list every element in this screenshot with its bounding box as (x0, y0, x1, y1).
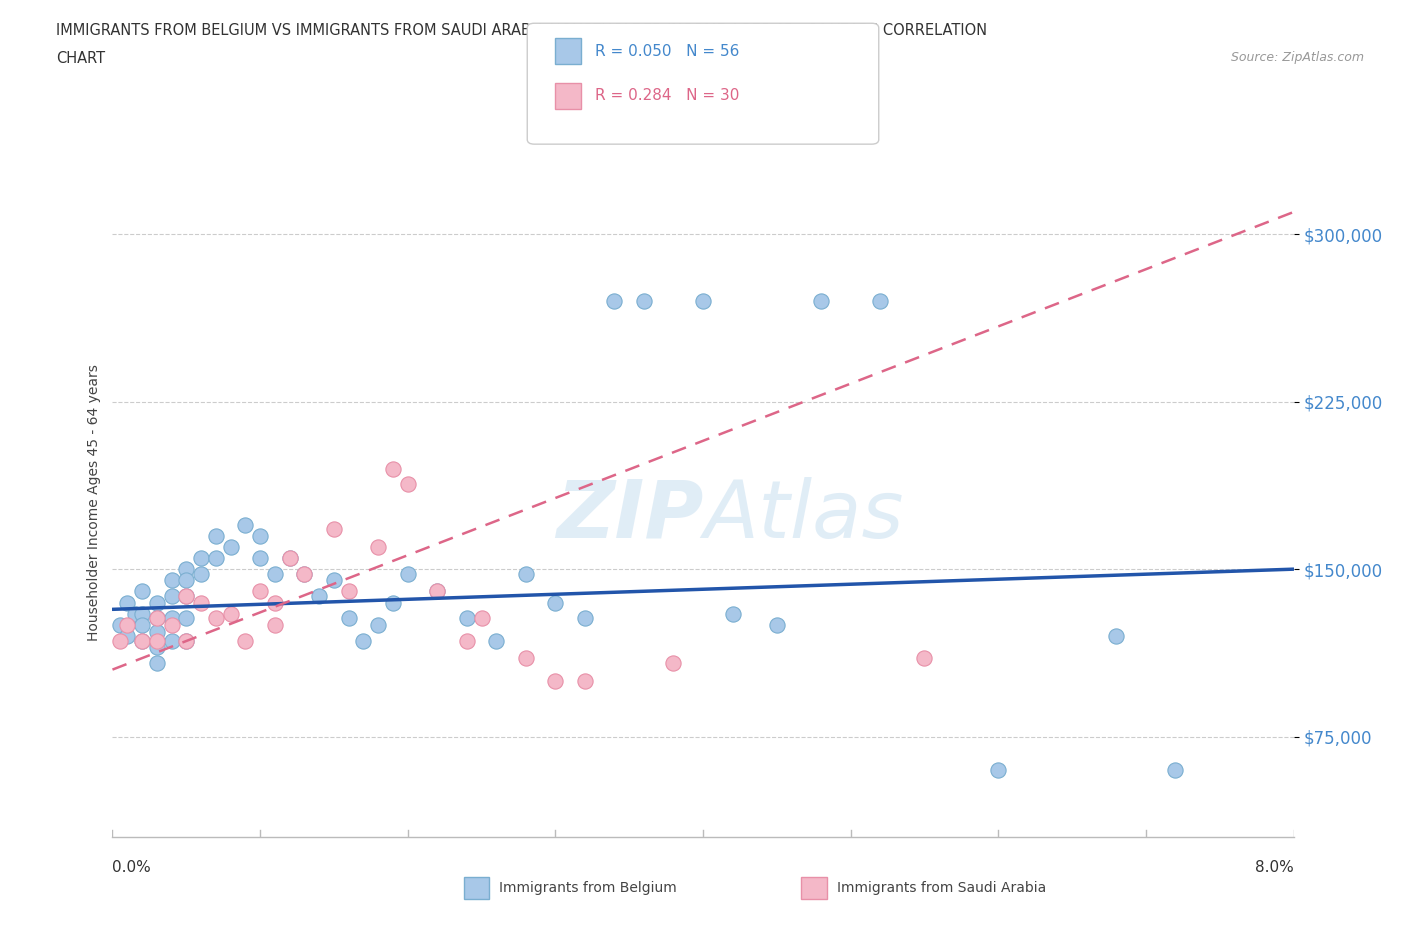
Point (160, 618, 183, 632)
Point (160, 573, 183, 588)
Point (485, 633, 508, 648)
Point (544, 595, 567, 610)
Point (205, 551, 228, 565)
Point (633, 294, 655, 309)
Text: R = 0.284   N = 30: R = 0.284 N = 30 (595, 88, 740, 103)
Point (146, 624, 169, 639)
Point (292, 566, 315, 581)
Point (108, 618, 131, 632)
Point (174, 611, 197, 626)
Point (160, 611, 183, 626)
Point (219, 539, 242, 554)
Point (308, 589, 330, 604)
Point (124, 606, 146, 621)
Point (264, 566, 287, 581)
Point (249, 551, 271, 565)
Point (233, 517, 256, 532)
Point (264, 618, 287, 632)
Point (205, 528, 228, 543)
Point (987, 763, 1010, 777)
Point (471, 611, 494, 626)
Point (426, 584, 449, 599)
Point (367, 539, 389, 554)
Point (117, 629, 138, 644)
Y-axis label: Householder Income Ages 45 - 64 years: Householder Income Ages 45 - 64 years (87, 364, 101, 641)
Point (131, 606, 153, 621)
Point (869, 294, 891, 309)
Point (174, 589, 197, 604)
Point (323, 573, 346, 588)
Text: Atlas: Atlas (703, 476, 904, 554)
Point (278, 551, 301, 565)
Point (914, 651, 936, 666)
Point (249, 584, 271, 599)
Point (765, 618, 787, 632)
Text: Immigrants from Saudi Arabia: Immigrants from Saudi Arabia (837, 881, 1046, 896)
Point (323, 522, 346, 537)
Point (233, 633, 256, 648)
Point (337, 611, 360, 626)
Point (117, 595, 138, 610)
Point (456, 633, 478, 648)
Point (382, 595, 405, 610)
Point (205, 611, 228, 626)
Point (174, 589, 197, 604)
Point (603, 294, 626, 309)
Text: ZIP: ZIP (555, 476, 703, 554)
Point (692, 294, 714, 309)
Point (131, 633, 153, 648)
Point (174, 573, 197, 588)
Point (574, 611, 596, 626)
Point (131, 584, 153, 599)
Point (544, 673, 567, 688)
Point (396, 566, 419, 581)
Point (456, 611, 478, 626)
Point (382, 461, 405, 476)
Point (810, 294, 832, 309)
Text: CHART: CHART (56, 51, 105, 66)
Point (146, 633, 169, 648)
Point (174, 633, 197, 648)
Text: 8.0%: 8.0% (1254, 860, 1294, 875)
Point (1164, 763, 1187, 777)
Point (219, 606, 242, 621)
Point (190, 551, 212, 565)
Text: Immigrants from Belgium: Immigrants from Belgium (499, 881, 676, 896)
Point (146, 595, 169, 610)
Point (264, 595, 287, 610)
Text: IMMIGRANTS FROM BELGIUM VS IMMIGRANTS FROM SAUDI ARABIA HOUSEHOLDER INCOME AGES : IMMIGRANTS FROM BELGIUM VS IMMIGRANTS FR… (56, 23, 987, 38)
Text: R = 0.050   N = 56: R = 0.050 N = 56 (595, 44, 740, 59)
Point (146, 611, 169, 626)
Point (160, 589, 183, 604)
Point (352, 633, 374, 648)
Point (146, 656, 169, 671)
Point (190, 595, 212, 610)
Point (367, 618, 389, 632)
Point (721, 606, 744, 621)
Point (131, 633, 153, 648)
Point (131, 618, 153, 632)
Text: Source: ZipAtlas.com: Source: ZipAtlas.com (1230, 51, 1364, 64)
Point (396, 477, 419, 492)
Point (662, 656, 685, 671)
Text: 0.0%: 0.0% (112, 860, 152, 875)
Point (174, 562, 197, 577)
Point (292, 566, 315, 581)
Point (515, 566, 537, 581)
Point (160, 633, 183, 648)
Point (515, 651, 537, 666)
Point (174, 633, 197, 648)
Point (190, 566, 212, 581)
Point (1105, 629, 1128, 644)
Point (337, 584, 360, 599)
Point (574, 673, 596, 688)
Point (278, 551, 301, 565)
Point (146, 640, 169, 655)
Point (117, 618, 138, 632)
Point (249, 528, 271, 543)
Point (108, 633, 131, 648)
Point (426, 584, 449, 599)
Point (146, 611, 169, 626)
